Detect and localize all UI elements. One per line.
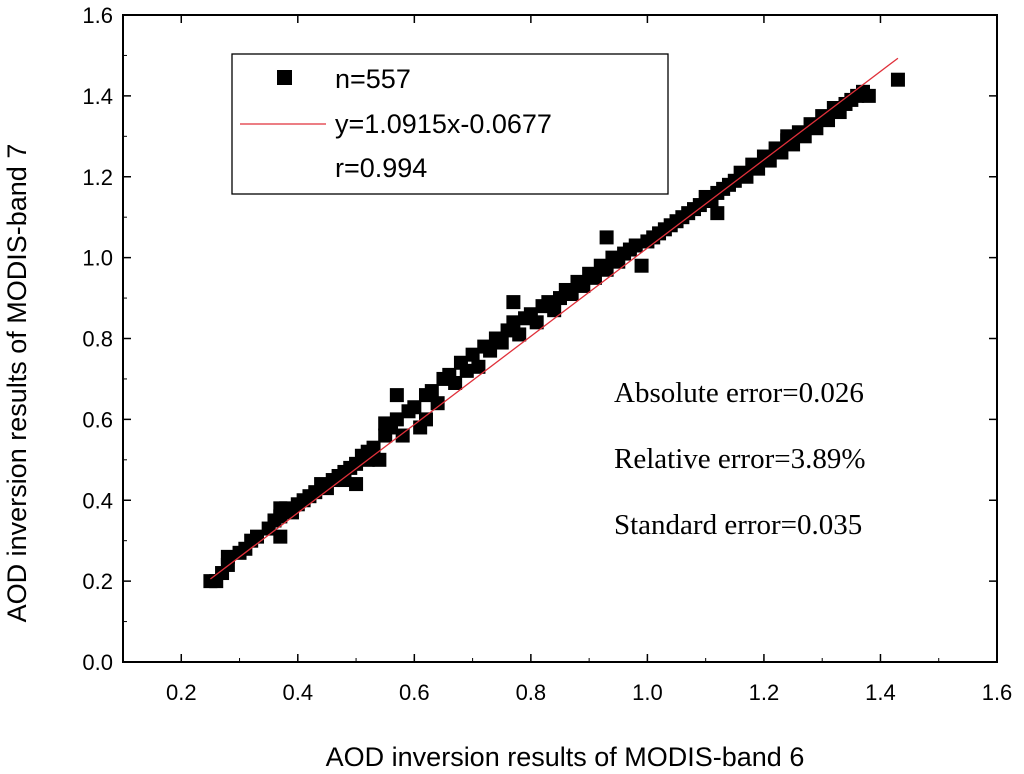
data-point — [418, 412, 433, 427]
data-point — [780, 129, 795, 144]
data-point — [372, 452, 387, 467]
regression-line — [210, 57, 899, 580]
data-point — [587, 270, 602, 285]
data-point — [506, 295, 521, 310]
data-point — [797, 129, 812, 144]
x-tick-label: 1.6 — [982, 680, 1013, 705]
x-tick-label: 0.6 — [399, 680, 430, 705]
y-tick-label: 0.8 — [82, 327, 113, 352]
data-point — [547, 303, 562, 318]
x-axis-title: AOD inversion results of MODIS-band 6 — [326, 742, 805, 772]
data-point — [564, 287, 579, 302]
legend-entry-r: r=0.994 — [335, 153, 427, 183]
data-point — [471, 359, 486, 374]
data-point — [529, 315, 544, 330]
data-point — [512, 327, 527, 342]
data-point — [220, 549, 235, 564]
absolute-error-annotation: Absolute error=0.026 — [614, 377, 864, 409]
y-tick-label: 1.4 — [82, 84, 113, 109]
y-tick-label: 1.0 — [82, 246, 113, 271]
data-point — [407, 400, 422, 415]
y-tick-label: 1.2 — [82, 165, 113, 190]
data-point — [273, 501, 288, 516]
data-point — [366, 440, 381, 455]
data-point — [890, 72, 905, 87]
standard-error-annotation: Standard error=0.035 — [614, 509, 862, 541]
data-point — [430, 396, 445, 411]
data-point — [273, 529, 288, 544]
data-point — [395, 428, 410, 443]
x-tick-label: 1.2 — [749, 680, 780, 705]
legend-marker-symbol — [277, 70, 292, 85]
x-tick-label: 0.4 — [283, 680, 314, 705]
data-point — [739, 169, 754, 184]
data-point — [459, 363, 474, 378]
data-point — [710, 206, 725, 221]
x-tick-label: 0.2 — [166, 680, 197, 705]
scatter-points — [203, 72, 905, 589]
legend-entry-equation: y=1.0915x-0.0677 — [335, 109, 552, 139]
y-tick-label: 0.6 — [82, 407, 113, 432]
y-axis-title: AOD inversion results of MODIS-band 7 — [2, 144, 32, 623]
legend: n=557 y=1.0915x-0.0677 r=0.994 — [231, 53, 669, 195]
data-point — [389, 412, 404, 427]
data-point — [762, 153, 777, 168]
data-point — [250, 529, 265, 544]
y-tick-label: 0.4 — [82, 488, 113, 513]
data-point — [628, 238, 643, 253]
x-tick-label: 0.8 — [516, 680, 547, 705]
legend-entry-n: n=557 — [335, 64, 411, 94]
x-tick-label: 1.4 — [865, 680, 896, 705]
data-point — [483, 343, 498, 358]
y-tick-label: 1.6 — [82, 3, 113, 28]
y-tick-label: 0.0 — [82, 650, 113, 675]
data-point — [448, 375, 463, 390]
data-point — [861, 88, 876, 103]
data-point — [389, 388, 404, 403]
data-point — [751, 161, 766, 176]
data-point — [599, 230, 614, 245]
data-point — [465, 347, 480, 362]
data-point — [349, 477, 364, 492]
x-tick-label: 1.0 — [632, 680, 663, 705]
data-point — [809, 121, 824, 136]
x-axis: 0.2 0.4 0.6 0.8 1.0 1.2 1.4 1.6 — [122, 15, 1013, 705]
data-point — [506, 315, 521, 330]
data-point — [599, 262, 614, 277]
y-tick-label: 0.2 — [82, 569, 113, 594]
data-point — [821, 113, 836, 128]
data-point — [494, 335, 509, 350]
relative-error-annotation: Relative error=3.89% — [614, 443, 865, 475]
y-axis: 0.0 0.2 0.4 0.6 0.8 1.0 1.2 1.4 1.6 — [82, 3, 997, 675]
data-point — [337, 473, 352, 488]
data-point — [634, 258, 649, 273]
data-point — [424, 384, 439, 399]
data-point — [576, 278, 591, 293]
